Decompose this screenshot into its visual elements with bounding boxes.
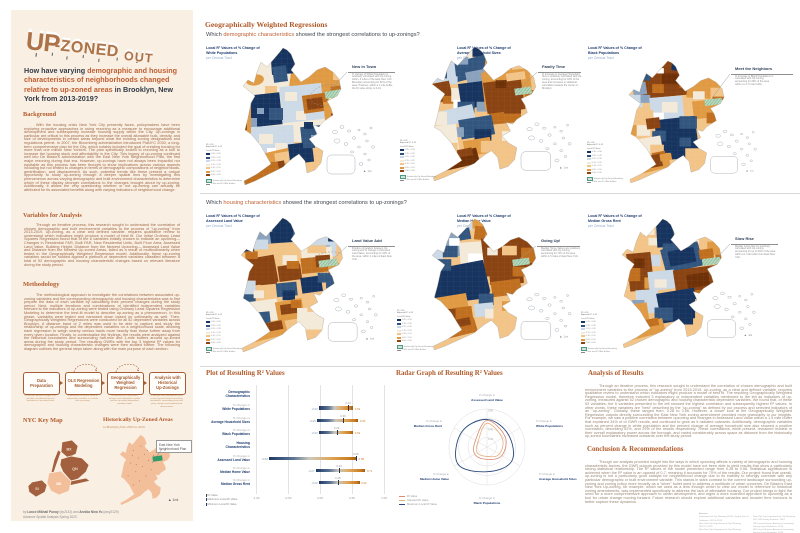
svg-text:1mi: 1mi (370, 337, 374, 340)
svg-text:SI: SI (35, 487, 38, 491)
svg-text:OUT: OUT (123, 49, 154, 63)
svg-text:-ZONED: -ZONED (54, 37, 120, 61)
svg-text:1mi: 1mi (564, 336, 569, 339)
svg-text:0.40: 0.40 (488, 428, 494, 432)
svg-text:▲: ▲ (365, 336, 368, 340)
svg-text:UP: UP (25, 24, 61, 55)
svg-text:▲: ▲ (559, 335, 562, 339)
svg-text:BK: BK (56, 482, 62, 486)
svg-text:▲: ▲ (559, 165, 562, 169)
svg-text:QN: QN (72, 467, 78, 471)
svg-text:-ZONED: -ZONED (54, 35, 120, 59)
svg-text:UP: UP (25, 27, 61, 58)
svg-text:0.80: 0.80 (488, 409, 494, 413)
svg-text:0.20: 0.20 (488, 437, 494, 441)
svg-text:BX: BX (67, 448, 73, 452)
svg-text:UP: UP (25, 25, 61, 56)
svg-text:1mi: 1mi (564, 166, 569, 169)
svg-text:▲: ▲ (363, 169, 366, 173)
svg-text:1mi: 1mi (750, 170, 754, 172)
svg-text:▲: ▲ (745, 169, 748, 173)
svg-text:OUT: OUT (124, 46, 155, 63)
svg-text:1mi: 1mi (368, 170, 372, 173)
svg-text:0.60: 0.60 (488, 418, 494, 422)
svg-text:▲: ▲ (744, 333, 747, 337)
svg-text:1mi: 1mi (748, 335, 752, 337)
svg-text:-ZONED: -ZONED (54, 35, 120, 59)
svg-text:OUT: OUT (124, 47, 155, 63)
